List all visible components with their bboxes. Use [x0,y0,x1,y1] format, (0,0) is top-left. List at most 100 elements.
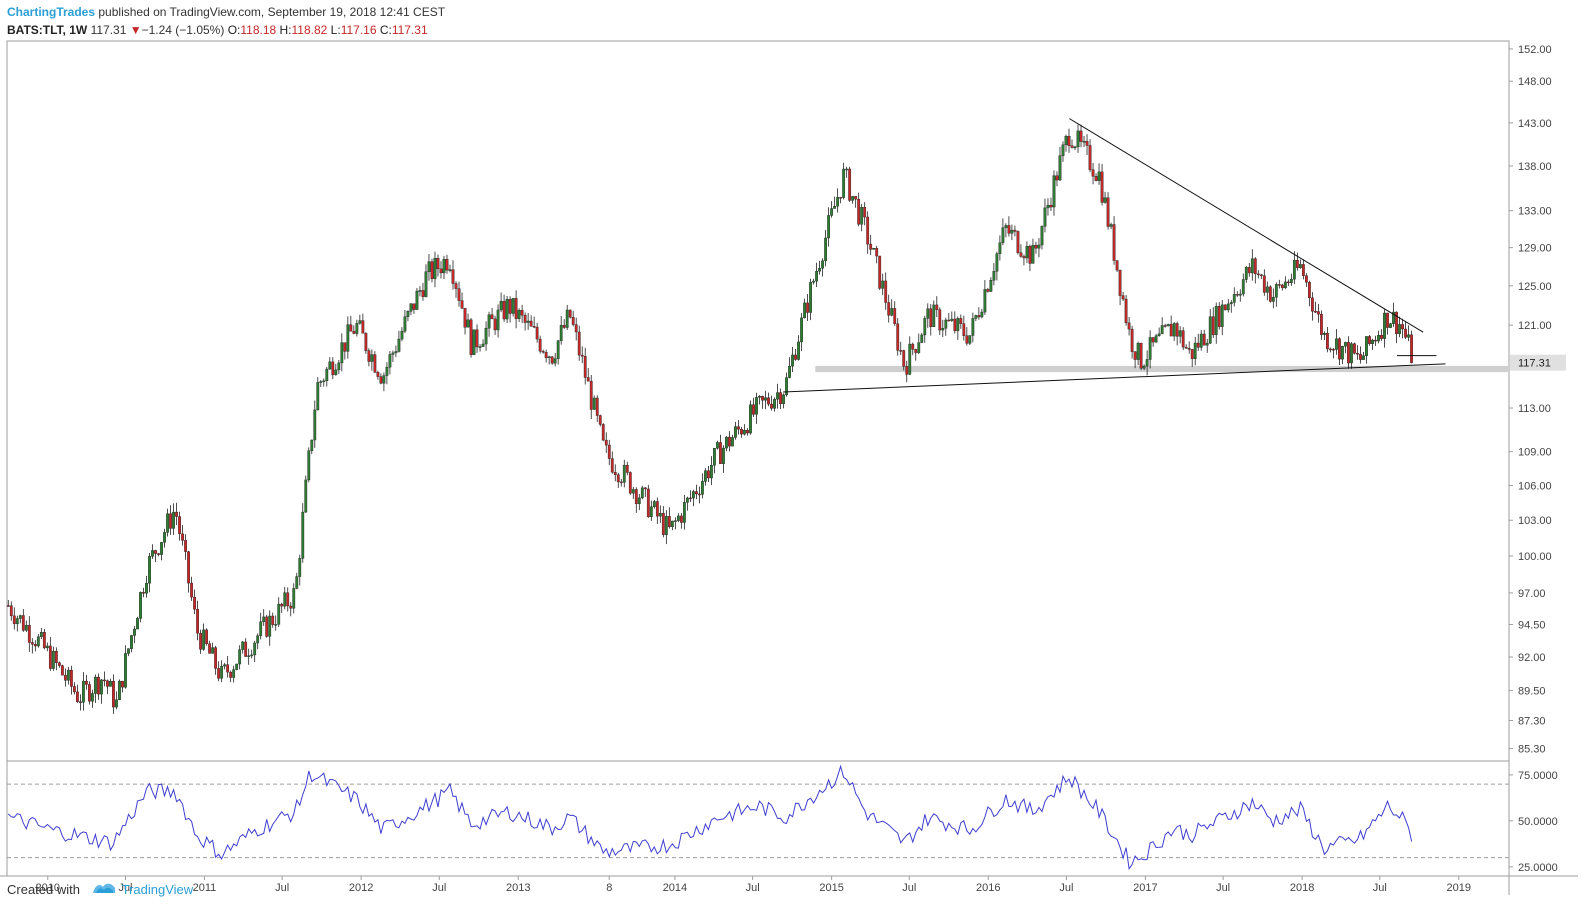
candle [433,251,437,288]
candle-body [91,693,94,702]
candle [1211,307,1215,338]
tradingview-link[interactable]: TradingView [121,882,194,897]
candle-body [971,318,975,336]
candle [1277,279,1281,289]
candle-body [698,493,701,496]
candle [460,292,464,310]
candle [1232,287,1236,307]
candle [472,329,476,355]
symbol-name[interactable]: BATS:TLT, 1W [7,23,88,37]
candle [670,520,674,531]
candle-body [241,641,245,650]
candle-body [1022,256,1026,259]
candle-body [619,481,623,484]
candle-body [658,512,662,517]
candle [1298,259,1302,269]
candle [1241,273,1245,297]
candle [1389,322,1392,329]
candle-body [1190,349,1194,359]
candle-body [716,442,719,449]
candle-body [767,397,770,405]
candle-body [1298,264,1302,268]
candle-body [622,464,626,483]
candle-body [1235,294,1239,296]
time-tick-label: Jul [902,882,916,894]
candle-body [890,308,894,316]
candle [42,629,46,650]
candle-body [899,350,903,352]
candle-body [905,366,909,375]
candle [469,318,473,358]
candle-body [1244,267,1248,280]
candle-body [1154,335,1158,343]
candle [812,278,815,285]
candle [358,314,362,325]
candle-body [1031,244,1035,264]
candle [1256,270,1260,279]
candle-body [487,314,491,329]
candle-body [649,506,653,517]
candle-body [75,691,79,702]
down-arrow-icon: ▼ [129,23,142,37]
candle [1335,329,1338,355]
candle [214,645,218,675]
candle-body [1145,359,1149,367]
candle-body [764,397,767,401]
candle-body [151,550,154,557]
tradingview-logo-icon[interactable] [92,881,116,900]
candle [544,349,548,363]
candle [707,466,710,482]
candle [1094,173,1098,182]
candle-body [719,442,722,464]
candle-body [457,288,461,301]
time-tick-label: 2015 [819,882,843,894]
candle-body [1286,281,1290,284]
candle [911,342,915,356]
candle-body [328,361,332,370]
candle-body [1127,322,1131,330]
high-label: H: [279,23,292,37]
candle-body [962,323,966,336]
candle-body [1344,342,1347,347]
candle-body [433,258,437,279]
candle [1280,283,1284,291]
candle-body [60,665,64,676]
author-link[interactable]: ChartingTrades [7,5,96,19]
candle [1323,331,1326,340]
candle [1157,327,1161,337]
candle-body [938,309,942,331]
candle [1407,325,1410,342]
candle [1341,345,1344,365]
candle-body [580,354,584,357]
candle [424,264,428,298]
candle [776,383,779,409]
candle-body [956,318,960,332]
candle-body [929,308,933,328]
candle-body [932,304,936,328]
candle [673,517,677,530]
candle [908,336,912,376]
candle-body [728,436,731,447]
candle-body [628,472,632,494]
candle [1274,282,1278,307]
candle [1326,326,1329,353]
candle [604,432,608,453]
candle [746,428,749,436]
candle-body [791,354,794,367]
time-axis[interactable]: 2010 Jul 2011 Jul 2012 Jul 2013 8 2014 Jul 2015 Jul… [36,876,1471,894]
candle-body [154,550,157,554]
candle-body [986,289,990,292]
candle [283,586,287,610]
candle-body [1151,337,1155,343]
candle [343,342,347,360]
candle [1374,335,1377,346]
candle [631,486,635,499]
candle [301,503,305,563]
candle-body [920,334,924,343]
candle [1013,225,1017,237]
candle-body [514,298,518,319]
candle-body [1046,204,1050,209]
candle-body [737,426,740,430]
price-axis[interactable]: 152.00 148.00 143.00 138.00 133.00 129.00 125.… [1509,44,1566,756]
